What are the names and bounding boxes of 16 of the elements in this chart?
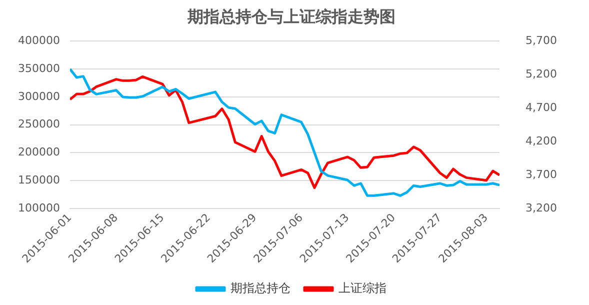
- legend-label: 期指总持仓: [230, 281, 290, 296]
- y-tick-label: 200000: [18, 146, 60, 159]
- y-tick-label: 400000: [18, 34, 60, 48]
- y2-tick-label: 5,200: [526, 68, 558, 81]
- y-tick-label: 150000: [18, 173, 60, 186]
- chart-title: 期指总持仓与上证综指走势图: [186, 6, 396, 26]
- y-tick-label: 300000: [18, 90, 60, 103]
- y-tick-label: 350000: [18, 62, 60, 75]
- y2-tick-label: 4,200: [526, 134, 558, 148]
- y2-tick-label: 4,700: [526, 100, 558, 114]
- y2-tick-label: 5,700: [526, 34, 558, 48]
- y2-tick-label: 3,200: [526, 201, 558, 214]
- y-tick-label: 100000: [18, 201, 60, 214]
- legend-label: 上证综指: [338, 281, 386, 296]
- y-tick-label: 250000: [18, 118, 60, 131]
- y2-tick-label: 3,700: [526, 168, 558, 181]
